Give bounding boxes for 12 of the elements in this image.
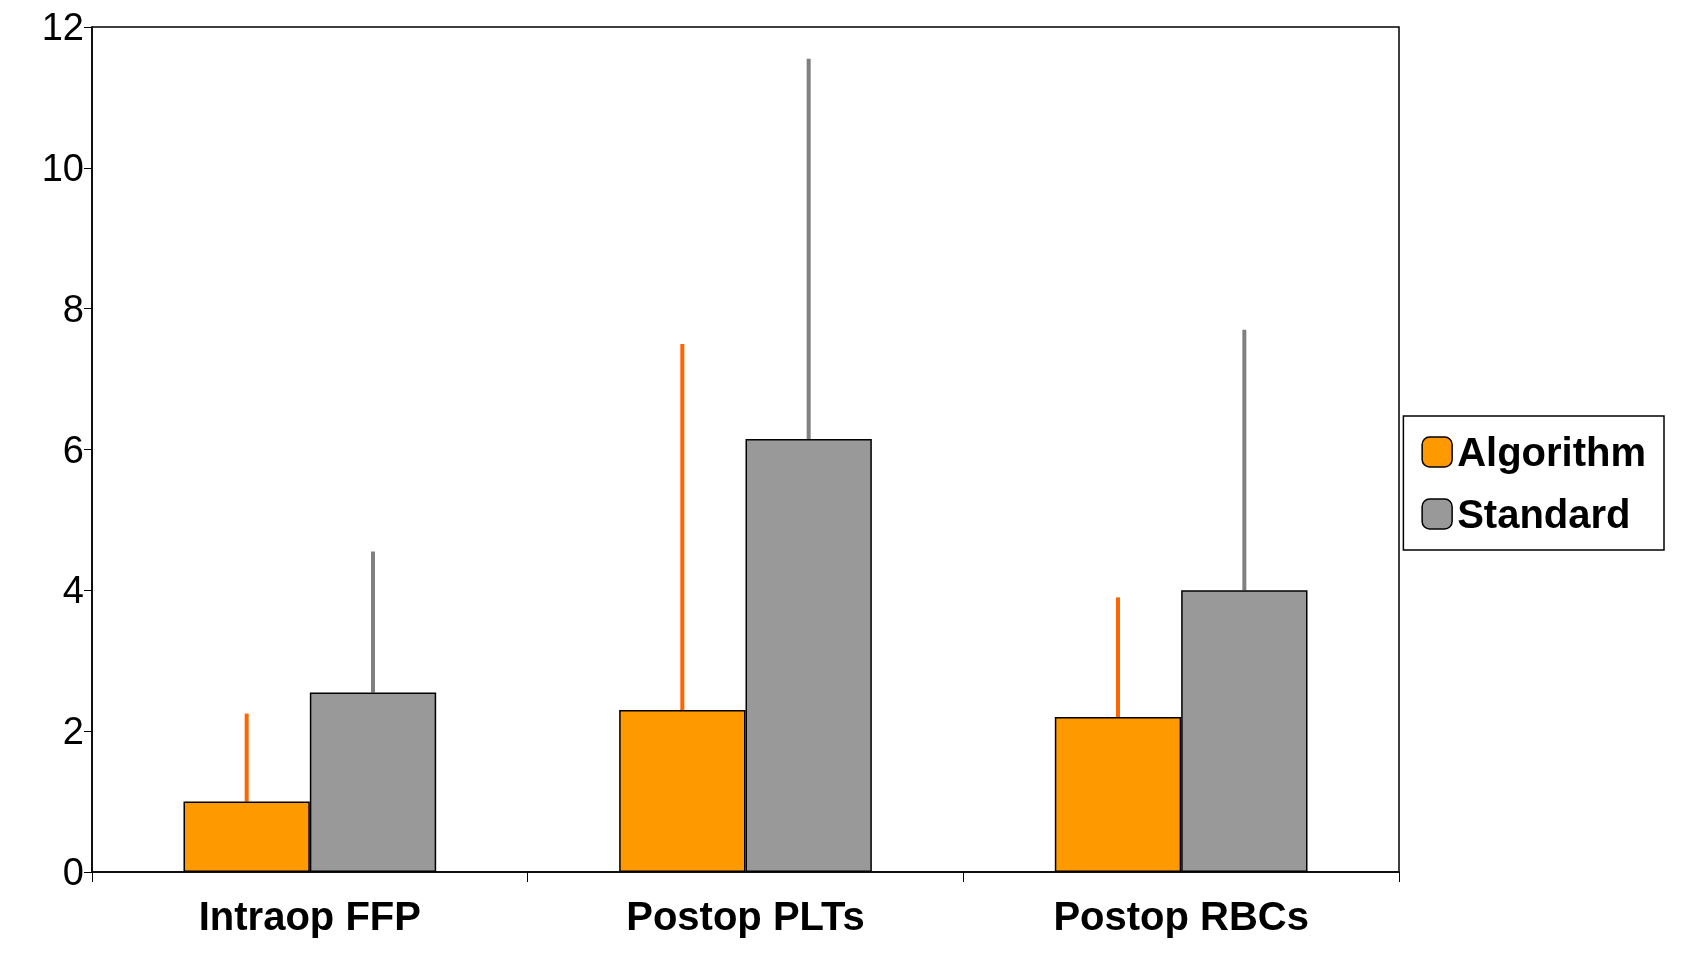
y-tick-label: 6 [62,428,84,471]
legend-label: Standard [1457,492,1631,536]
y-tick-label: 4 [62,569,84,612]
x-tick-label: Intraop FFP [198,894,421,938]
y-tick-label: 2 [62,710,84,753]
x-tick-label: Postop RBCs [1053,894,1309,938]
y-tick-label: 8 [62,287,84,330]
x-tick-label: Postop PLTs [626,894,865,938]
y-tick-label: 0 [62,851,84,893]
legend-label: Algorithm [1457,430,1647,474]
y-tick-label: 10 [41,146,84,189]
y-tick-label: 12 [41,6,84,48]
